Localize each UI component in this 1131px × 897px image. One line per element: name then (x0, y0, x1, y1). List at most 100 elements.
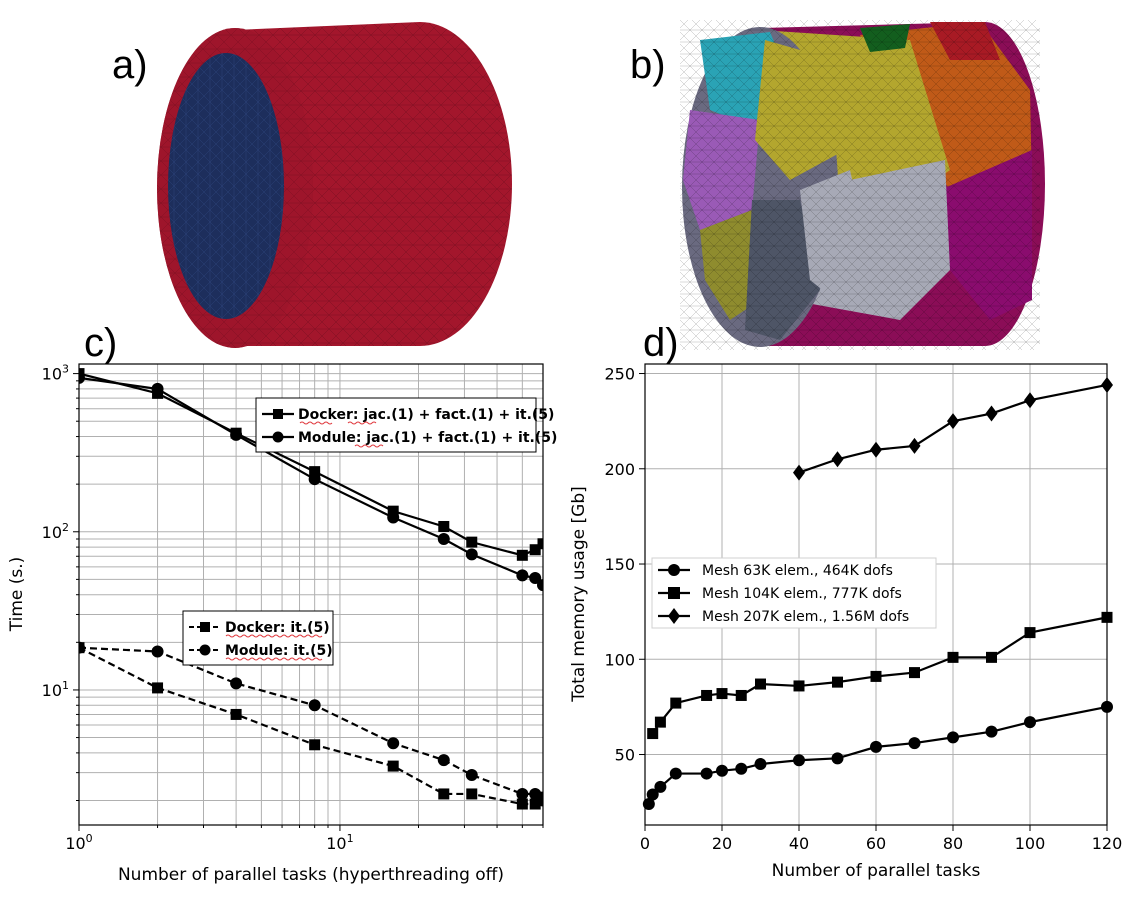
data-point (647, 728, 659, 740)
y-tick-label: 200 (604, 460, 635, 479)
x-tick-label: 100 (1015, 834, 1046, 853)
data-point (529, 544, 541, 556)
data-point (537, 538, 543, 550)
data-point (793, 464, 805, 481)
legend-label: Module: it.(5) (225, 643, 333, 659)
data-point (465, 548, 478, 561)
data-point (79, 641, 85, 654)
data-point (909, 667, 920, 679)
series-line (798, 383, 1108, 474)
y-tick-label: 102 (42, 521, 69, 542)
data-point (151, 382, 164, 395)
data-point (308, 473, 321, 486)
data-point (831, 451, 844, 468)
data-point (529, 572, 542, 585)
data-point (466, 536, 478, 548)
data-point (1024, 392, 1036, 409)
series-line (647, 705, 1108, 805)
data-point (832, 676, 843, 688)
data-point (438, 788, 450, 800)
chart-d-series (642, 376, 1113, 811)
x-tick-label: 20 (712, 834, 732, 853)
chart-d: 0 20 40 60 80 100 120 50 100 150 200 250 Number of … (569, 363, 1123, 881)
cylinder-a-body (235, 22, 512, 346)
data-point (985, 405, 998, 422)
data-point (755, 678, 766, 690)
y-tick-label: 101 (42, 679, 69, 700)
chart-d-legend: Mesh 63K elem., 464K dofs Mesh 104K elem… (651, 557, 937, 629)
data-point (642, 798, 655, 811)
cylinder-a (157, 22, 512, 348)
x-tick-label: 101 (326, 832, 353, 853)
data-point (700, 767, 713, 780)
data-point (516, 787, 529, 800)
data-point (309, 739, 321, 751)
data-point (908, 737, 921, 750)
panel-label-b: b) (630, 43, 666, 87)
data-point (516, 549, 528, 561)
legend-label: Docker: jac.(1) + fact.(1) + it.(5) (298, 407, 554, 423)
data-point (230, 708, 242, 720)
x-tick-label: 60 (866, 834, 886, 853)
data-point (908, 437, 921, 454)
data-point (654, 780, 667, 793)
data-point (516, 569, 529, 582)
y-tick-label: 100 (604, 650, 635, 669)
chart-c: 100 101 101 102 103 Number of parallel tasks… (7, 363, 557, 885)
legend-square-marker (273, 409, 283, 419)
x-tick-label: 120 (1092, 834, 1123, 853)
data-point (387, 760, 399, 772)
data-point (870, 670, 882, 682)
series-line (79, 646, 543, 806)
data-point (387, 737, 400, 750)
data-point (537, 579, 543, 592)
data-point (947, 731, 959, 744)
data-point (230, 677, 243, 690)
series-line (79, 646, 543, 802)
data-point (437, 754, 450, 767)
data-point (870, 441, 882, 458)
data-point (831, 752, 844, 765)
data-point (986, 651, 997, 663)
data-point (308, 699, 321, 712)
data-point (754, 758, 767, 771)
chart-c-series (79, 368, 543, 810)
chart-c-legend-1: Docker: jac.(1) + fact.(1) + it.(5) Modu… (255, 397, 557, 453)
data-point (387, 505, 399, 517)
data-point (466, 788, 478, 800)
data-point (716, 764, 728, 777)
data-point (793, 754, 805, 767)
chart-d-xlabel: Number of parallel tasks (772, 861, 981, 881)
legend-label: Mesh 104K elem., 777K dofs (702, 586, 902, 602)
data-point (1024, 716, 1036, 729)
series-line (79, 376, 543, 586)
data-point (438, 520, 450, 532)
x-tick-label: 100 (65, 832, 92, 853)
data-point (79, 371, 85, 384)
data-point (735, 762, 748, 775)
data-point (151, 645, 164, 658)
x-tick-label: 40 (789, 834, 809, 853)
data-point (669, 767, 682, 780)
chart-c-ticks: 100 101 101 102 103 (42, 363, 544, 853)
y-tick-label: 150 (604, 555, 635, 574)
data-point (735, 689, 747, 701)
cylinder-b (680, 20, 1045, 350)
y-tick-label: 103 (42, 363, 69, 384)
data-point (793, 680, 805, 692)
x-tick-label: 80 (943, 834, 963, 853)
legend-label: Mesh 63K elem., 464K dofs (702, 563, 893, 579)
data-point (309, 466, 321, 478)
series-line (79, 372, 543, 557)
legend-label: Module: jac.(1) + fact.(1) + it.(5) (298, 430, 557, 446)
chart-c-legend-2: Docker: it.(5) Module: it.(5) (182, 610, 334, 666)
panel-label-c: c) (84, 321, 117, 365)
panel-label-d: d) (643, 321, 679, 365)
data-point (465, 768, 478, 781)
chart-c-xlabel: Number of parallel tasks (hyperthreading… (118, 865, 504, 885)
panel-label-a: a) (112, 43, 148, 87)
data-point (529, 798, 541, 810)
data-point (870, 740, 882, 753)
data-point (947, 413, 959, 430)
